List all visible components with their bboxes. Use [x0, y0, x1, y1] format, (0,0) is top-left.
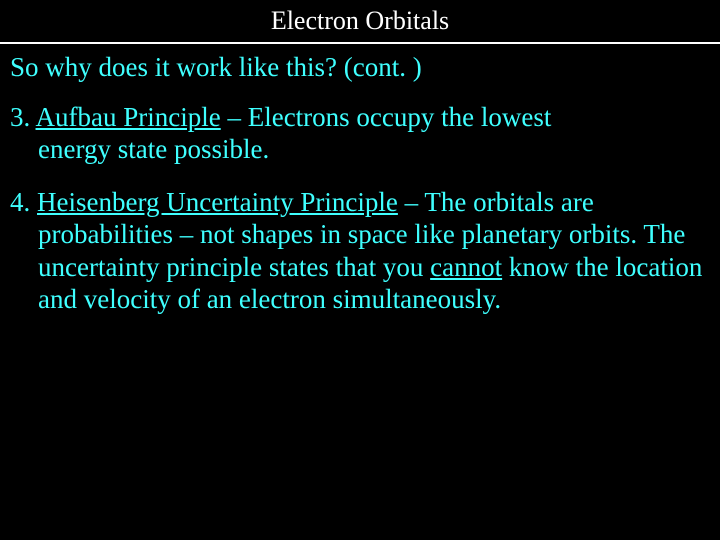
- slide-content: So why does it work like this? (cont. ) …: [0, 44, 720, 315]
- point-3-text-a: – Electrons occupy the lowest: [221, 102, 552, 132]
- slide-subtitle: So why does it work like this? (cont. ): [10, 52, 710, 83]
- point-4-text-a: – The orbitals are: [398, 187, 594, 217]
- point-4-term: Heisenberg Uncertainty Principle: [37, 187, 398, 217]
- point-3-number: 3.: [10, 102, 36, 132]
- point-4-text-b: probabilities – not shapes in space like…: [10, 218, 710, 315]
- slide-title: Electron Orbitals: [0, 0, 720, 42]
- point-4: 4. Heisenberg Uncertainty Principle – Th…: [10, 186, 710, 316]
- point-3: 3. Aufbau Principle – Electrons occupy t…: [10, 101, 710, 166]
- point-4-number: 4.: [10, 187, 37, 217]
- point-3-text-b: energy state possible.: [10, 133, 710, 165]
- point-3-term: Aufbau Principle: [36, 102, 221, 132]
- slide-container: Electron Orbitals So why does it work li…: [0, 0, 720, 540]
- point-4-term2: cannot: [430, 252, 502, 282]
